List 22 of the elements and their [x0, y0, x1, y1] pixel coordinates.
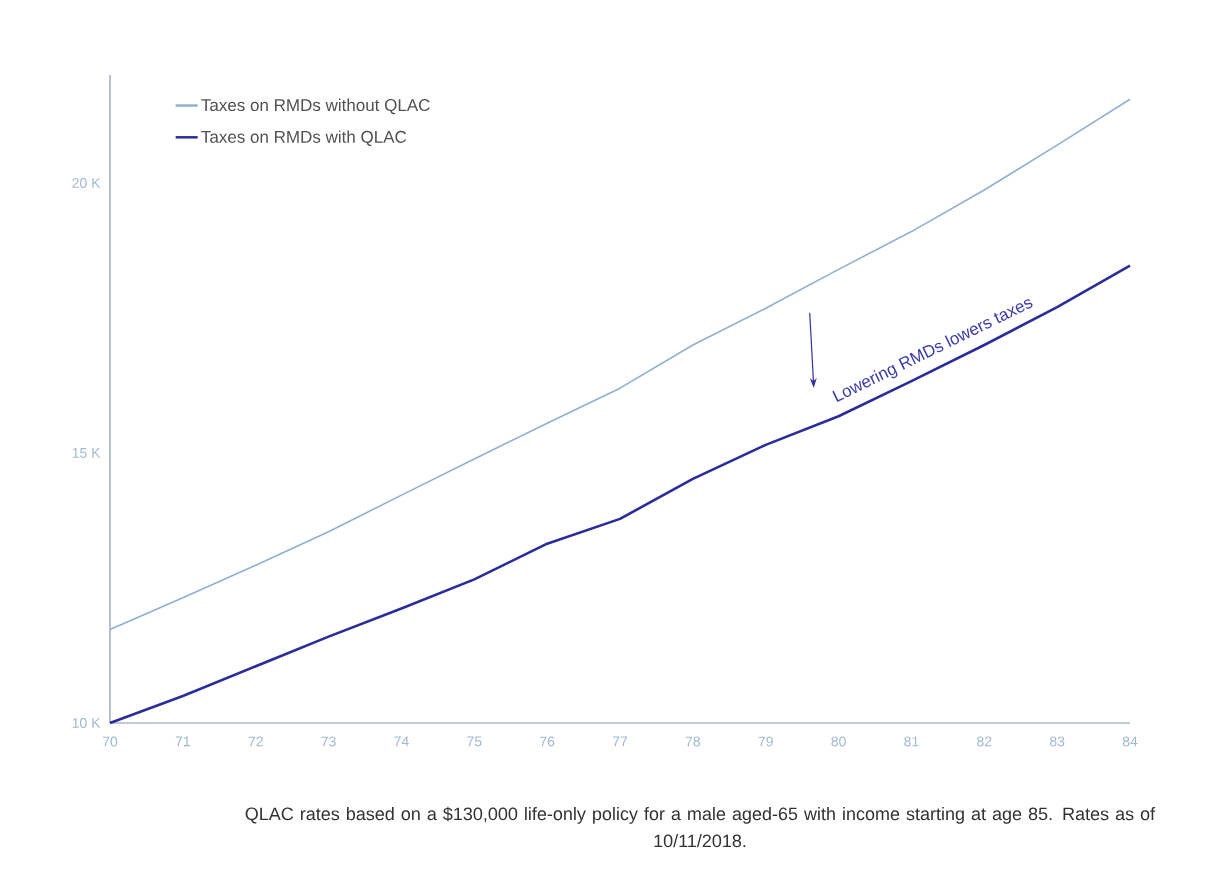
x-tick-label: 73	[321, 736, 336, 747]
y-tick-label: 10 K	[72, 718, 101, 728]
x-tick-label: 70	[102, 736, 118, 747]
x-tick-label: 79	[758, 736, 773, 747]
x-tick-label: 72	[248, 736, 263, 747]
text: QLAC rates based on a $130,000 life-only policy for a male aged-65 with income starting at age 85. Rates as of 10/11/2018.	[245, 806, 1156, 848]
x-tick-label: 71	[175, 736, 190, 747]
x-tick-label: 75	[467, 736, 482, 747]
legend-label: Taxes on RMDs with QLAC	[201, 130, 407, 146]
legend-label: Taxes on RMDs without QLAC	[201, 98, 430, 115]
x-tick-label: 83	[1049, 736, 1065, 747]
x-tick-label: 76	[540, 736, 555, 747]
x-tick-label: 80	[831, 736, 846, 747]
x-tick-label: 81	[904, 736, 919, 747]
x-tick-label: 78	[685, 736, 701, 747]
x-tick-label: 84	[1122, 736, 1138, 747]
x-tick-label: 74	[394, 736, 409, 747]
x-tick-label: 82	[977, 736, 992, 747]
y-tick-label: 15 K	[72, 448, 101, 458]
line-series	[109, 98, 1131, 631]
x-tick-label: 77	[612, 736, 628, 747]
y-tick-label: 20 K	[72, 178, 101, 188]
